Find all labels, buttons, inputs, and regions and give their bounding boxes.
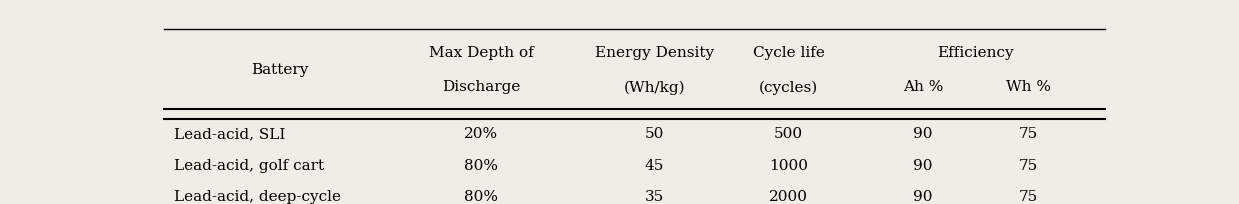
Text: Lead-acid, deep-cycle: Lead-acid, deep-cycle [173, 190, 341, 204]
Text: Cycle life: Cycle life [752, 46, 825, 60]
Text: 75: 75 [1018, 159, 1038, 173]
Text: 35: 35 [644, 190, 664, 204]
Text: 50: 50 [644, 128, 664, 141]
Text: 75: 75 [1018, 128, 1038, 141]
Text: Energy Density: Energy Density [595, 46, 714, 60]
Text: 20%: 20% [465, 128, 498, 141]
Text: 90: 90 [913, 159, 933, 173]
Text: Battery: Battery [252, 63, 309, 77]
Text: (Wh/kg): (Wh/kg) [623, 80, 685, 94]
Text: Efficiency: Efficiency [938, 46, 1015, 60]
Text: 80%: 80% [465, 159, 498, 173]
Text: Wh %: Wh % [1006, 80, 1051, 94]
Text: 500: 500 [774, 128, 803, 141]
Text: Max Depth of: Max Depth of [429, 46, 534, 60]
Text: 90: 90 [913, 128, 933, 141]
Text: 45: 45 [644, 159, 664, 173]
Text: 80%: 80% [465, 190, 498, 204]
Text: Discharge: Discharge [442, 80, 520, 94]
Text: Lead-acid, SLI: Lead-acid, SLI [173, 128, 285, 141]
Text: (cycles): (cycles) [760, 80, 818, 94]
Text: 2000: 2000 [769, 190, 808, 204]
Text: 90: 90 [913, 190, 933, 204]
Text: 1000: 1000 [769, 159, 808, 173]
Text: 75: 75 [1018, 190, 1038, 204]
Text: Lead-acid, golf cart: Lead-acid, golf cart [173, 159, 325, 173]
Text: Ah %: Ah % [903, 80, 943, 94]
